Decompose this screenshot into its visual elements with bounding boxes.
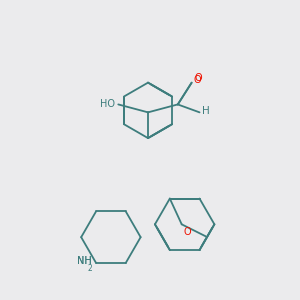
Text: H: H [202, 106, 209, 116]
Text: O: O [184, 227, 191, 237]
Text: NH: NH [77, 256, 92, 266]
Text: 2: 2 [87, 264, 92, 273]
Text: NH: NH [77, 256, 92, 266]
Text: O: O [194, 75, 201, 85]
Text: O: O [195, 73, 202, 82]
Text: HO: HO [100, 99, 115, 110]
